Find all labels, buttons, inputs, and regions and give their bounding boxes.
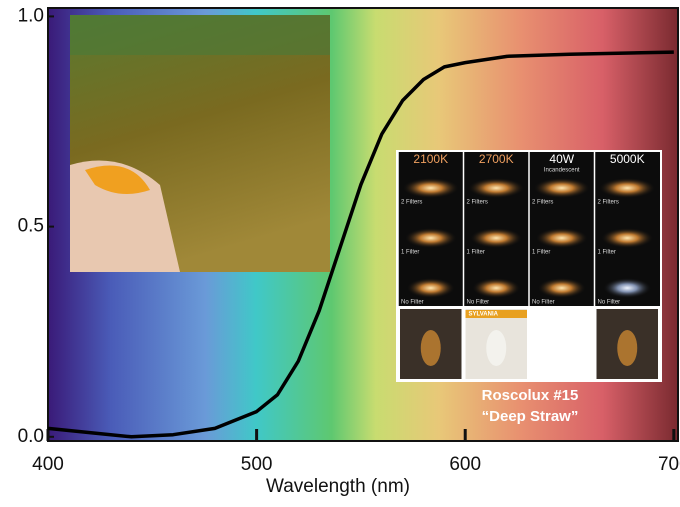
x-tick-label: 500 xyxy=(241,454,273,475)
row-label: No Filter xyxy=(532,300,555,306)
column-header: 2100K xyxy=(413,152,448,166)
bulb-glow xyxy=(535,228,588,248)
bulb-glow xyxy=(468,178,525,198)
x-tick-label: 600 xyxy=(449,454,481,475)
x-tick-label: 700 xyxy=(658,454,680,475)
caption: Roscolux #15 xyxy=(482,387,579,404)
row-label: 1 Filter xyxy=(532,250,550,256)
bulb-glow xyxy=(601,228,654,248)
bulb-glow xyxy=(470,228,523,248)
bulb-glow xyxy=(472,278,521,298)
bulb-glow xyxy=(599,178,656,198)
y-tick-label: 0.0 xyxy=(18,426,44,447)
y-tick-label: 1.0 xyxy=(18,5,44,26)
bulb-glow xyxy=(533,178,590,198)
x-axis-label: Wavelength (nm) xyxy=(266,476,410,497)
plot-frame xyxy=(47,7,679,442)
column-header: 5000K xyxy=(610,152,645,166)
bulb-glow xyxy=(603,278,652,298)
row-label: No Filter xyxy=(401,300,424,306)
bulb xyxy=(617,330,638,366)
transmission-curve xyxy=(47,50,674,439)
row-label: No Filter xyxy=(467,300,490,306)
x-tick-label: 400 xyxy=(32,454,64,475)
bulb xyxy=(420,330,441,366)
row-label: 2 Filters xyxy=(467,200,488,206)
caption: “Deep Straw” xyxy=(482,408,579,425)
column-header: 2700K xyxy=(479,152,514,166)
row-label: 1 Filter xyxy=(598,250,616,256)
row-label: 2 Filters xyxy=(598,200,619,206)
row-label: 1 Filter xyxy=(467,250,485,256)
bulb xyxy=(486,330,507,366)
y-tick-label: 0.5 xyxy=(18,216,44,237)
photo-inset xyxy=(70,15,330,272)
bulb-glow xyxy=(402,178,459,198)
brand: SYLVANIA xyxy=(469,312,499,318)
column-header: 40W xyxy=(549,152,574,166)
bulb-glow xyxy=(406,278,455,298)
column-note: Incandescent xyxy=(544,168,580,174)
bulb-glow xyxy=(537,278,586,298)
row-label: 1 Filter xyxy=(401,250,419,256)
brand-band xyxy=(465,310,527,318)
row-label: 2 Filters xyxy=(532,200,553,206)
row-label: 2 Filters xyxy=(401,200,422,206)
row-label: No Filter xyxy=(598,300,621,306)
bulb-glow xyxy=(404,228,457,248)
